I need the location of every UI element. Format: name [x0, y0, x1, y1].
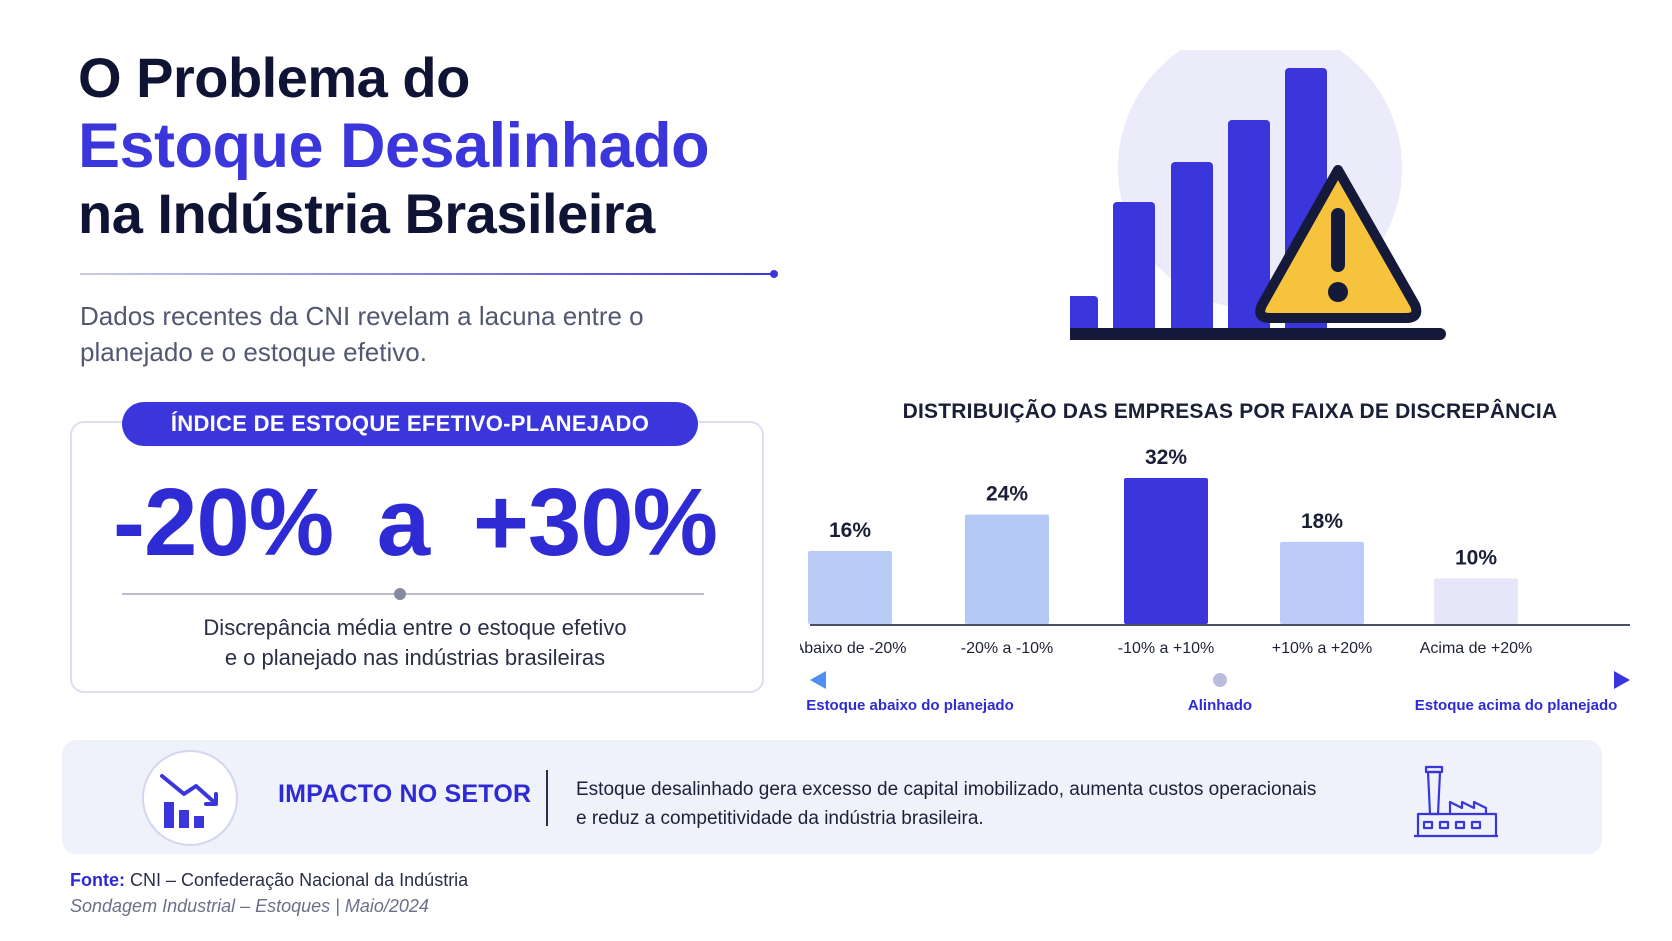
arrow-left-icon: [810, 671, 826, 689]
chart-bars: [808, 478, 1518, 624]
chart-value-label: 18%: [1301, 510, 1343, 533]
page-title: O Problema do Estoque Desalinhado na Ind…: [78, 44, 710, 248]
source-label: Fonte:: [70, 870, 125, 890]
title-line-3: na Indústria Brasileira: [78, 182, 655, 245]
trend-down-icon: [160, 774, 218, 828]
hero-illustration: [1070, 50, 1446, 340]
impact-divider: [546, 770, 548, 826]
chart-category-labels: Abaixo de -20% -20% a -10% -10% a +10% +10%…: [800, 640, 1532, 657]
chart-category-label: -10% a +10%: [1118, 640, 1215, 657]
impact-text: Estoque desalinhado gera excesso de capi…: [576, 775, 1336, 833]
chart-value-labels: 16% 24% 32% 18% 10%: [829, 446, 1497, 569]
index-description: Discrepância média entre o estoque efeti…: [70, 613, 760, 673]
impact-title: IMPACTO NO SETOR: [278, 780, 532, 808]
chart-category-label: Abaixo de -20%: [800, 640, 906, 657]
title-line-1: O Problema do: [78, 46, 470, 109]
index-divider-dot: [394, 588, 406, 600]
chart-bar: [965, 514, 1049, 624]
arrow-right-icon: [1614, 671, 1630, 689]
source-subtitle: Sondagem Industrial – Estoques | Maio/20…: [70, 896, 429, 916]
chart-bar: [1280, 541, 1364, 624]
hero-baseline: [1070, 328, 1446, 340]
source-value: CNI – Confederação Nacional da Indústria: [130, 870, 469, 890]
chart-bar: [1124, 478, 1208, 624]
title-divider-dot: [770, 270, 778, 278]
impact-text-line-2: e reduz a competitividade da indústria b…: [576, 808, 984, 829]
scale-center-dot: [1213, 673, 1227, 687]
index-label: ÍNDICE DE ESTOQUE EFETIVO-PLANEJADO: [122, 402, 698, 446]
chart-value-label: 24%: [986, 483, 1028, 506]
source: Fonte: CNI – Confederação Nacional da In…: [70, 870, 468, 891]
distribution-chart: 16% 24% 32% 18% 10% Abaixo de -20% -20% a -10…: [800, 446, 1630, 714]
chart-value-label: 32%: [1145, 446, 1187, 469]
subtitle: Dados recentes da CNI revelam a lacuna e…: [80, 301, 644, 367]
chart-bar: [1434, 578, 1518, 624]
chart-value-label: 10%: [1455, 546, 1497, 569]
index-description-line-2: e o planejado nas indústrias brasileiras: [224, 645, 606, 670]
chart-bar: [808, 551, 892, 624]
impact-panel: [62, 740, 1602, 854]
warning-icon: [1255, 165, 1422, 323]
chart-title: DISTRIBUIÇÃO DAS EMPRESAS POR FAIXA DE D…: [902, 400, 1558, 423]
impact-icon-badge: [142, 750, 238, 846]
chart-value-label: 16%: [829, 519, 871, 542]
index-divider: [122, 593, 704, 595]
scale-label-right: Estoque acima do planejado: [1415, 697, 1618, 714]
index-range: -20% a +30%: [112, 469, 718, 576]
chart-category-label: +10% a +20%: [1272, 640, 1373, 657]
index-card: [70, 421, 764, 693]
impact-text-line-1: Estoque desalinhado gera excesso de capi…: [576, 779, 1317, 800]
chart-category-label: -20% a -10%: [961, 640, 1054, 657]
chart-category-label: Acima de +20%: [1420, 640, 1533, 657]
factory-icon: [1414, 765, 1498, 838]
scale-label-center: Alinhado: [1188, 697, 1252, 714]
title-line-2: Estoque Desalinhado: [78, 111, 710, 181]
scale-label-left: Estoque abaixo do planejado: [806, 697, 1014, 714]
index-description-line-1: Discrepância média entre o estoque efeti…: [203, 615, 627, 640]
title-divider: [80, 273, 775, 275]
